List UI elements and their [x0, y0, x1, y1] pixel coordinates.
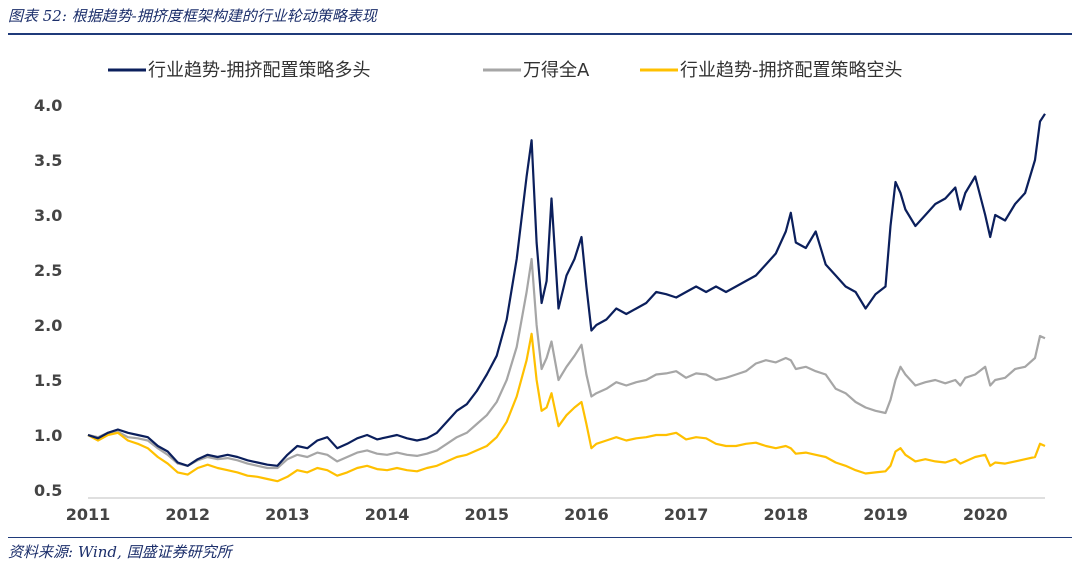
x-tick-label: 2015 [464, 505, 509, 524]
series-line-3 [87, 332, 1046, 483]
x-tick-label: 2016 [564, 505, 609, 524]
series-layer [87, 113, 1046, 483]
legend-label-3: 行业趋势-拥挤配置策略空头 [680, 60, 903, 81]
source-note: 资料来源: Wind, 国盛证券研究所 [8, 543, 232, 561]
legend-label-1: 行业趋势-拥挤配置策略多头 [148, 60, 371, 81]
bottom-rule [8, 537, 1072, 538]
y-tick-label: 3.0 [34, 206, 62, 225]
x-tick-label: 2020 [963, 505, 1008, 524]
y-tick-label: 0.5 [34, 481, 62, 500]
x-axis: 2011 2012 2013 2014 2015 2016 2017 2018 2019 2020 [66, 497, 1045, 524]
figure-caption: 图表 52: 根据趋势-拥挤度框架构建的行业轮动策略表现 [8, 7, 377, 25]
y-tick-label: 2.0 [34, 316, 62, 335]
y-tick-label: 2.5 [34, 261, 62, 280]
x-tick-label: 2012 [165, 505, 210, 524]
chart-legend: 行业趋势-拥挤配置策略多头 万得全A 行业趋势-拥挤配置策略空头 [108, 60, 903, 81]
y-tick-label: 4.0 [34, 96, 62, 115]
x-tick-label: 2014 [365, 505, 410, 524]
x-tick-label: 2017 [664, 505, 709, 524]
x-tick-label: 2011 [66, 505, 111, 524]
x-tick-label: 2013 [265, 505, 310, 524]
legend-label-2: 万得全A [523, 60, 590, 81]
x-tick-label: 2019 [863, 505, 908, 524]
top-rule [8, 33, 1072, 35]
line-chart: 行业趋势-拥挤配置策略多头 万得全A 行业趋势-拥挤配置策略空头 4.0 3.5 3.0… [34, 60, 1046, 524]
x-tick-label: 2018 [764, 505, 809, 524]
y-axis: 4.0 3.5 3.0 2.5 2.0 1.5 1.0 0.5 [34, 96, 62, 500]
y-tick-label: 1.5 [34, 371, 62, 390]
series-line-1 [87, 113, 1046, 467]
y-tick-label: 3.5 [34, 151, 62, 170]
series-line-2 [87, 257, 1046, 470]
y-tick-label: 1.0 [34, 426, 62, 445]
